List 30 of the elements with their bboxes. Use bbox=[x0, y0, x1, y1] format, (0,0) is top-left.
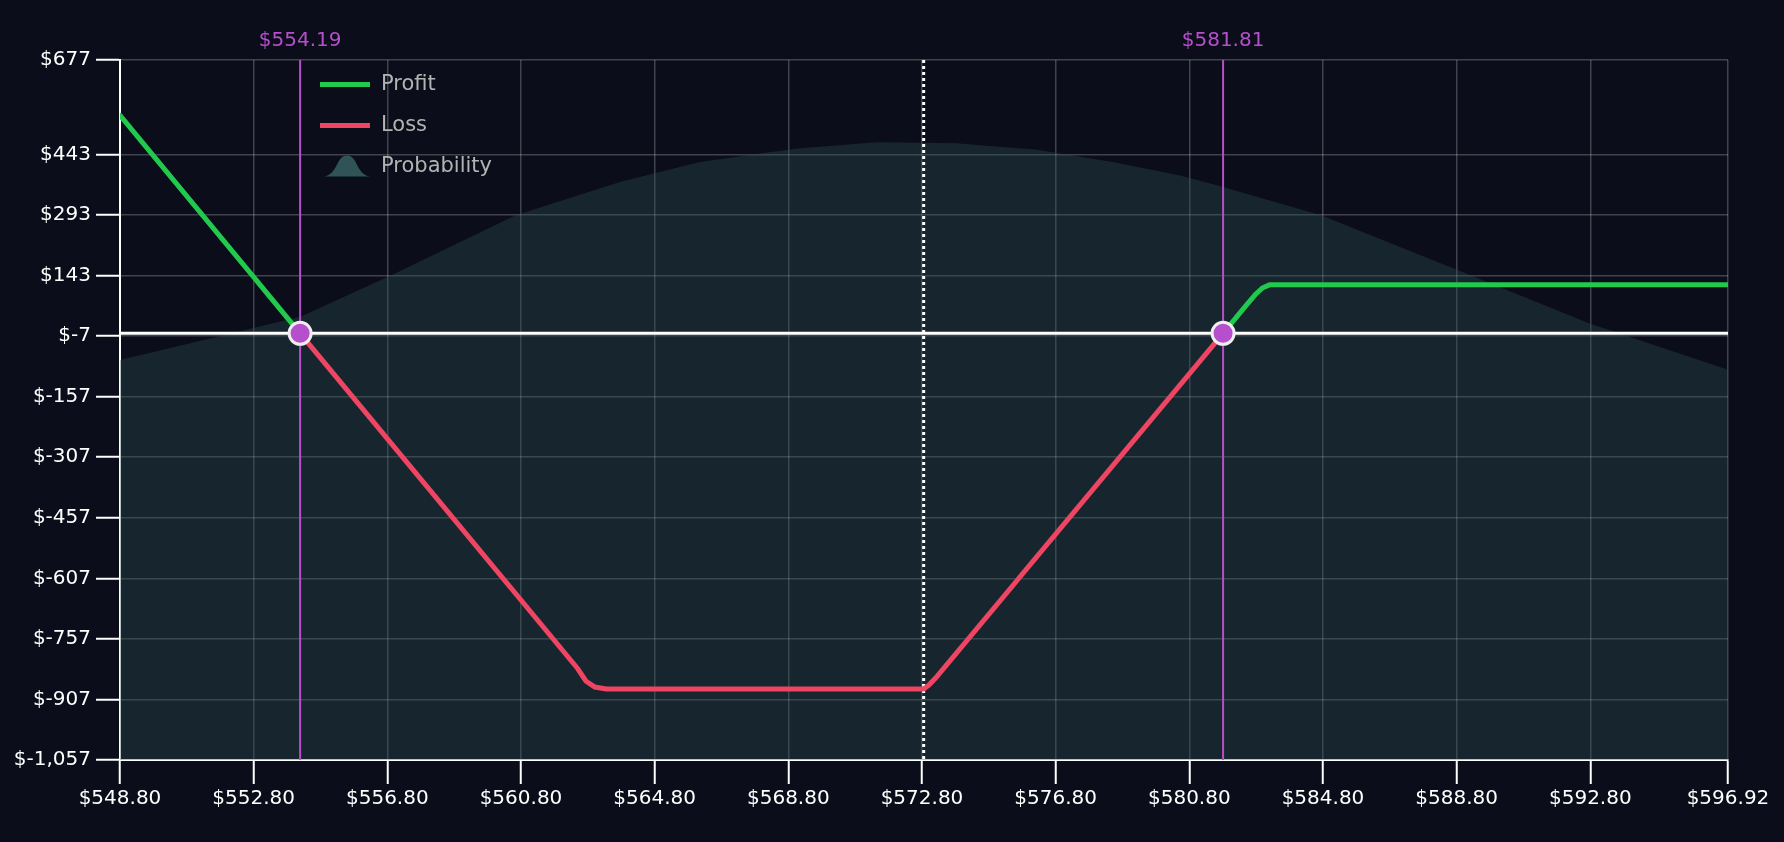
y-tick-label: $-457 bbox=[32, 503, 91, 528]
y-tick-label: $-307 bbox=[32, 443, 91, 468]
y-tick-label: $677 bbox=[40, 46, 91, 71]
x-tick-label: $592.80 bbox=[1548, 785, 1632, 810]
x-tick-label: $580.80 bbox=[1147, 785, 1231, 810]
x-tick-label: $548.80 bbox=[78, 785, 162, 810]
x-tick-label: $560.80 bbox=[479, 785, 563, 810]
y-tick-label: $443 bbox=[40, 140, 91, 165]
x-tick-label: $572.80 bbox=[880, 785, 964, 810]
ref-line-label: $581.81 bbox=[1181, 27, 1265, 52]
y-tick-label: $-607 bbox=[32, 564, 91, 589]
x-tick-label: $588.80 bbox=[1415, 785, 1499, 810]
y-tick-label: $-757 bbox=[32, 625, 91, 650]
y-tick-label: $143 bbox=[40, 261, 91, 286]
legend-label: Probability bbox=[381, 152, 493, 177]
y-tick-label: $-157 bbox=[32, 382, 91, 407]
x-tick-label: $584.80 bbox=[1281, 785, 1365, 810]
legend-label: Profit bbox=[381, 70, 436, 95]
legend-label: Loss bbox=[381, 111, 428, 136]
y-tick-label: $-1,057 bbox=[13, 746, 91, 771]
x-tick-label: $568.80 bbox=[746, 785, 830, 810]
y-tick-label: $293 bbox=[40, 201, 91, 226]
x-tick-label: $564.80 bbox=[613, 785, 697, 810]
y-tick-label: $-907 bbox=[32, 685, 91, 710]
x-tick-label: $576.80 bbox=[1014, 785, 1098, 810]
x-tick-label: $596.92 bbox=[1686, 785, 1770, 810]
ref-line-label: $554.19 bbox=[258, 27, 342, 52]
y-tick-label: $-7 bbox=[58, 322, 91, 347]
x-tick-label: $556.80 bbox=[345, 785, 429, 810]
x-tick-label: $552.80 bbox=[212, 785, 296, 810]
